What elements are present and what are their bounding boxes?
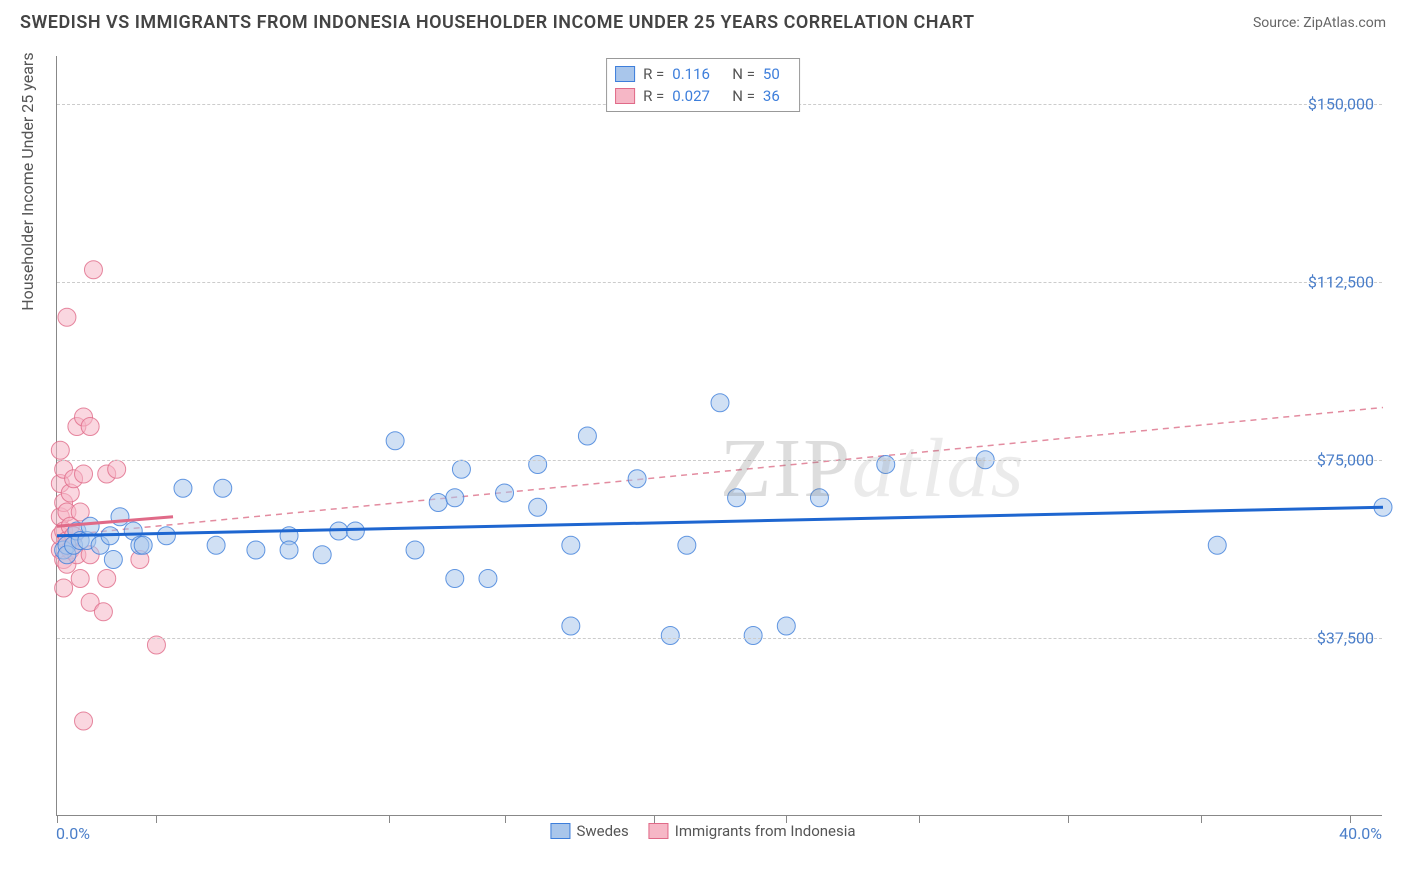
data-point-indonesia [98, 570, 116, 588]
data-point-indonesia [94, 603, 112, 621]
data-point-indonesia [75, 712, 93, 730]
data-point-swedes [157, 527, 175, 545]
series-legend: Swedes Immigrants from Indonesia [550, 822, 855, 840]
x-tick [919, 815, 920, 823]
r-value-indonesia: 0.027 [672, 87, 724, 105]
y-axis-title: Householder Income Under 25 years [18, 52, 37, 310]
y-tick-label: $112,500 [1308, 272, 1374, 291]
data-point-swedes [578, 427, 596, 445]
data-point-swedes [628, 470, 646, 488]
data-point-swedes [81, 517, 99, 535]
data-point-swedes [207, 536, 225, 554]
data-point-indonesia [51, 441, 69, 459]
data-point-swedes [496, 484, 514, 502]
data-point-swedes [728, 489, 746, 507]
n-label: N = [732, 87, 755, 105]
data-point-swedes [529, 498, 547, 516]
plot-area: $37,500 $75,000 $112,500 $150,000 [56, 56, 1382, 816]
data-point-indonesia [81, 418, 99, 436]
data-point-indonesia [108, 460, 126, 478]
x-tick [156, 815, 157, 823]
correlation-legend: R = 0.116 N = 50 R = 0.027 N = 36 [606, 58, 800, 112]
chart-title: SWEDISH VS IMMIGRANTS FROM INDONESIA HOU… [20, 12, 975, 33]
legend-item: Swedes [550, 822, 628, 840]
data-point-indonesia [75, 465, 93, 483]
correlation-row-indonesia: R = 0.027 N = 36 [615, 85, 791, 107]
data-point-swedes [777, 617, 795, 635]
data-point-swedes [280, 541, 298, 559]
data-point-indonesia [84, 261, 102, 279]
correlation-row-swedes: R = 0.116 N = 50 [615, 63, 791, 85]
n-label: N = [732, 65, 755, 83]
data-point-swedes [386, 432, 404, 450]
data-point-swedes [744, 627, 762, 645]
legend-label: Immigrants from Indonesia [675, 822, 856, 840]
gridline-h [57, 282, 1382, 283]
data-point-swedes [313, 546, 331, 564]
data-point-swedes [479, 570, 497, 588]
swatch-indonesia [615, 88, 635, 104]
data-point-swedes [406, 541, 424, 559]
header: SWEDISH VS IMMIGRANTS FROM INDONESIA HOU… [0, 0, 1406, 37]
data-point-swedes [346, 522, 364, 540]
y-tick-label: $150,000 [1308, 94, 1374, 113]
data-point-swedes [174, 479, 192, 497]
data-point-swedes [711, 394, 729, 412]
x-tick [1068, 815, 1069, 823]
data-point-indonesia [71, 570, 89, 588]
r-label: R = [643, 65, 664, 83]
data-point-swedes [661, 627, 679, 645]
data-point-swedes [446, 570, 464, 588]
data-point-swedes [877, 456, 895, 474]
data-point-swedes [1208, 536, 1226, 554]
source-attribution: Source: ZipAtlas.com [1253, 15, 1386, 31]
source-name: ZipAtlas.com [1303, 15, 1386, 31]
data-point-swedes [529, 456, 547, 474]
legend-item: Immigrants from Indonesia [649, 822, 856, 840]
gridline-h [57, 638, 1382, 639]
data-point-swedes [562, 536, 580, 554]
fit-line [57, 507, 1383, 536]
data-point-swedes [134, 536, 152, 554]
r-label: R = [643, 87, 664, 105]
data-point-swedes [562, 617, 580, 635]
x-axis-max-label: 40.0% [1339, 824, 1382, 843]
data-point-swedes [247, 541, 265, 559]
gridline-h [57, 460, 1382, 461]
data-point-swedes [446, 489, 464, 507]
fit-line [57, 408, 1383, 536]
x-tick [57, 815, 58, 823]
legend-swatch [550, 823, 570, 839]
x-tick [389, 815, 390, 823]
data-point-swedes [104, 551, 122, 569]
legend-label: Swedes [576, 822, 628, 840]
data-point-swedes [452, 460, 470, 478]
y-tick-label: $37,500 [1317, 628, 1374, 647]
data-point-indonesia [58, 308, 76, 326]
source-label: Source: [1253, 15, 1303, 31]
n-value-swedes: 50 [763, 65, 791, 83]
r-value-swedes: 0.116 [672, 65, 724, 83]
data-point-swedes [214, 479, 232, 497]
data-point-swedes [810, 489, 828, 507]
x-tick [1201, 815, 1202, 823]
legend-swatch [649, 823, 669, 839]
data-point-swedes [429, 494, 447, 512]
scatter-plot-svg [57, 56, 1382, 815]
data-point-indonesia [55, 579, 73, 597]
x-tick [505, 815, 506, 823]
n-value-indonesia: 36 [763, 87, 791, 105]
x-tick [1350, 815, 1351, 823]
y-tick-label: $75,000 [1317, 450, 1374, 469]
x-axis-min-label: 0.0% [56, 824, 90, 843]
data-point-swedes [678, 536, 696, 554]
swatch-swedes [615, 66, 635, 82]
